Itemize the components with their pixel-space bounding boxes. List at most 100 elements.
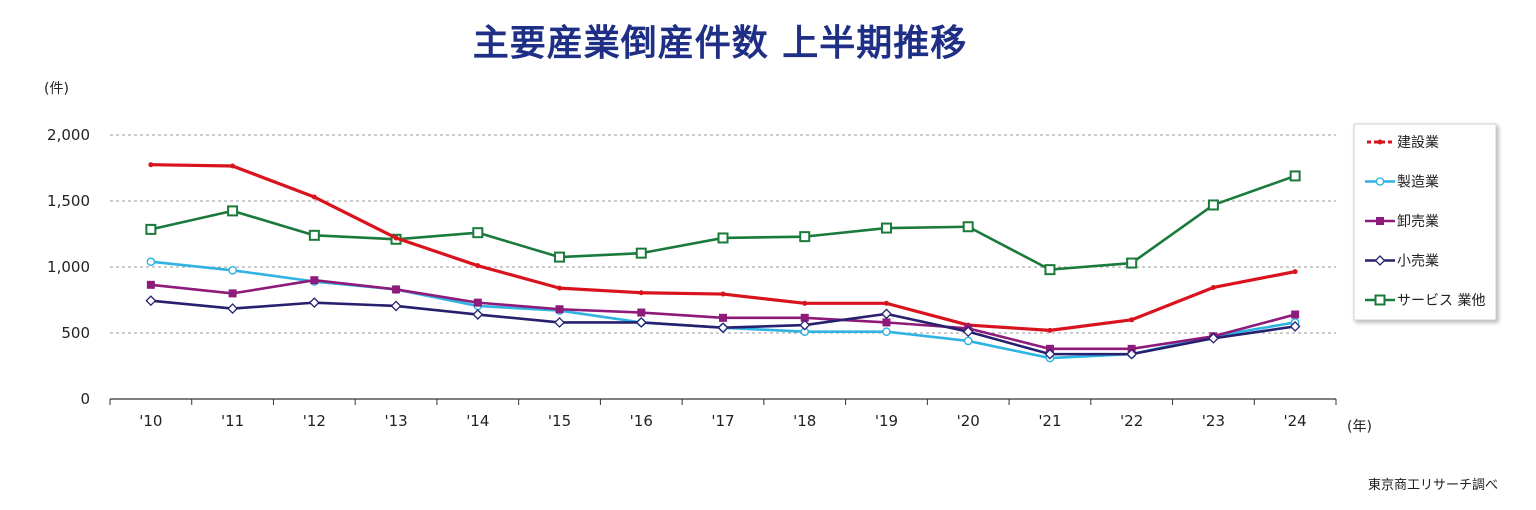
x-tick-label: '13 [384,412,407,430]
data-point [1129,317,1135,323]
data-point [228,289,237,298]
data-point [1044,348,1056,360]
data-point [555,305,564,314]
data-point [962,221,974,233]
data-point [882,318,891,327]
data-point [1374,255,1386,266]
legend-label: 製造業 [1397,175,1439,191]
x-tick-label: '23 [1202,412,1225,430]
data-point [145,223,157,235]
data-point [963,336,973,346]
x-tick-label: '19 [875,412,898,430]
series-3 [145,295,1301,360]
legend-item: 卸売業 [1365,214,1439,230]
data-point [881,308,892,320]
data-point [720,291,726,297]
series-2 [146,276,1300,353]
legend-item: 建設業 [1367,135,1439,151]
data-point [390,300,402,312]
series-0 [148,162,1298,333]
x-tick-label: '18 [793,412,816,430]
data-point [554,317,565,328]
data-point [1126,257,1138,269]
x-tick-label: '14 [466,412,489,430]
grid-lines [110,134,1336,334]
data-point [308,229,320,241]
axes: 0 500 1,000 1,500 2,000 '10 '11 '12 '13 '14 '15 '16… [44,81,1372,435]
data-point [1289,320,1301,332]
data-point [1377,139,1383,145]
data-point [1207,332,1219,344]
series-1 [146,257,1300,363]
data-point [1376,217,1384,225]
data-point [148,162,154,168]
data-point [227,205,239,217]
data-point [962,326,974,338]
data-point [145,295,157,307]
data-point [635,247,647,259]
data-point [880,222,892,234]
data-point [637,308,646,317]
x-tick-label: '24 [1284,412,1307,430]
legend-label: サービス 業他 [1397,293,1485,309]
data-point [717,232,729,244]
data-point [1210,284,1216,290]
y-tick-label: 2,000 [47,126,90,144]
data-point [311,194,317,200]
data-point [719,313,727,322]
data-point [393,235,399,241]
legend-item: 小売業 [1365,254,1439,270]
legend-label: 建設業 [1397,135,1439,151]
data-point [799,319,811,331]
series-line [150,163,1296,332]
x-tick-label: '12 [303,412,326,430]
data-point [1375,177,1385,186]
data-point [1044,264,1056,276]
data-point [472,309,484,320]
data-point [472,227,484,239]
data-point [146,257,156,267]
y-tick-label: 500 [61,324,90,342]
x-tick-label: '16 [630,412,653,430]
series-line [150,174,1296,271]
data-point [1289,170,1301,182]
data-point [554,251,566,263]
data-point [475,263,481,269]
data-point [473,298,482,307]
data-point [228,265,237,275]
y-tick-label: 0 [80,390,90,408]
data-point [802,300,808,306]
x-tick-label: '21 [1038,412,1061,430]
y-tick-label: 1,000 [47,258,90,276]
data-point [1047,327,1053,333]
series-4 [145,170,1301,276]
data-point [799,231,811,243]
source-note: 東京商工リサーチ調べ [1367,478,1498,493]
x-tick-label: '20 [957,412,980,430]
data-point [146,280,155,289]
x-tick-label: '15 [548,412,571,430]
y-tick-label: 1,500 [47,192,90,210]
data-point [230,163,236,169]
data-point [638,290,644,296]
data-point [1292,269,1298,275]
x-tick-label: '11 [221,412,244,430]
chart-title: 主要産業倒産件数 上半期推移 [472,23,968,64]
series-lines [145,162,1301,363]
x-tick-label: '22 [1120,412,1143,430]
series-line [150,260,1296,360]
legend-item: 製造業 [1365,175,1439,191]
data-point [227,303,239,314]
legend-item: サービス 業他 [1365,293,1485,309]
data-point [800,313,809,322]
x-axis-unit: (年) [1347,419,1372,435]
data-point [308,297,320,309]
data-point [392,285,401,294]
data-point [1207,199,1219,211]
data-point [883,300,889,306]
legend-label: 卸売業 [1397,214,1439,230]
data-point [557,285,563,291]
data-point [1126,348,1138,360]
